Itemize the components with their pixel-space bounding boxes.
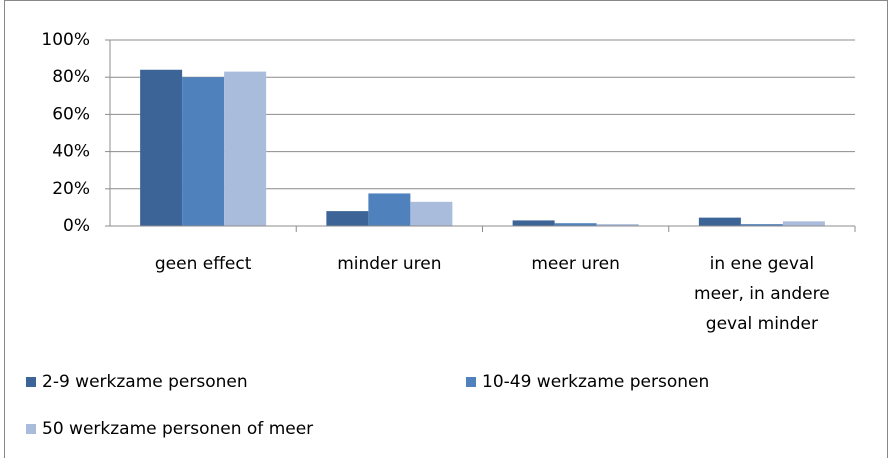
bar xyxy=(740,224,783,226)
x-tick-label-line: geval minder xyxy=(706,314,818,334)
x-tick-label: meer uren xyxy=(531,254,620,274)
bar xyxy=(512,220,555,226)
y-tick-label: 100% xyxy=(41,30,90,50)
y-tick-label: 20% xyxy=(52,179,90,199)
y-tick-label: 60% xyxy=(52,104,90,124)
bar xyxy=(782,221,825,226)
bar xyxy=(410,201,453,226)
legend-label: 50 werkzame personen of meer xyxy=(42,419,313,439)
legend-swatch xyxy=(26,377,36,387)
bar xyxy=(182,77,225,226)
bar xyxy=(140,69,183,226)
x-tick-label: minder uren xyxy=(337,254,441,274)
bar xyxy=(554,223,597,226)
y-tick-label: 80% xyxy=(52,67,90,87)
x-tick-label-line: meer, in andere xyxy=(694,284,830,304)
bar xyxy=(326,211,369,226)
legend-swatch xyxy=(26,424,36,434)
x-tick-label-line: in ene geval xyxy=(710,254,814,274)
legend-label: 10-49 werkzame personen xyxy=(482,372,709,392)
y-tick-label: 40% xyxy=(52,142,90,162)
y-tick-label: 0% xyxy=(63,216,90,236)
x-tick-label: in ene geval meer, in andere geval minder xyxy=(694,254,830,334)
bar xyxy=(368,193,411,226)
legend-swatch xyxy=(466,377,476,387)
legend-label: 2-9 werkzame personen xyxy=(42,372,248,392)
bar xyxy=(224,71,267,227)
x-tick-label: geen effect xyxy=(155,254,252,274)
bar xyxy=(698,217,741,226)
bar xyxy=(596,224,639,226)
